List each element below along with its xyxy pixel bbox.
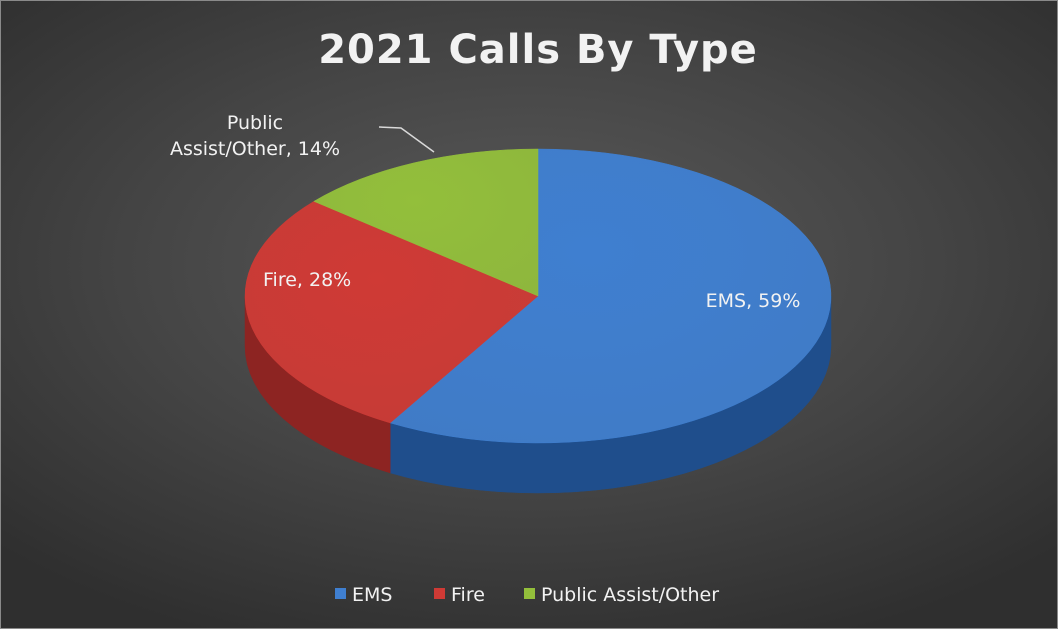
legend-label-fire: Fire xyxy=(451,584,485,606)
chart-title: 2021 Calls By Type xyxy=(318,27,758,73)
legend-label-ems: EMS xyxy=(352,584,392,606)
legend-label-public-assist-other: Public Assist/Other xyxy=(541,584,719,606)
data-label-public-assist-other: Public Assist/Other, 14% xyxy=(170,112,340,160)
pie-slice-ems xyxy=(389,148,832,444)
pie-slice-public-assist-other xyxy=(313,148,539,297)
pie-slice-fire xyxy=(244,201,539,424)
data-label-ems: EMS, 59% xyxy=(706,290,801,312)
legend-swatch-ems xyxy=(335,588,346,599)
data-labels: EMS, 59% Fire, 28% Public Assist/Other, 14% xyxy=(170,112,800,312)
data-label-fire: Fire, 28% xyxy=(263,269,351,291)
pie-slices xyxy=(244,148,832,444)
leader-line-public-assist-other xyxy=(378,126,435,153)
legend-swatch-public-assist-other xyxy=(524,588,535,599)
legend-swatch-fire xyxy=(434,588,445,599)
legend: EMS Fire Public Assist/Other xyxy=(335,584,719,606)
